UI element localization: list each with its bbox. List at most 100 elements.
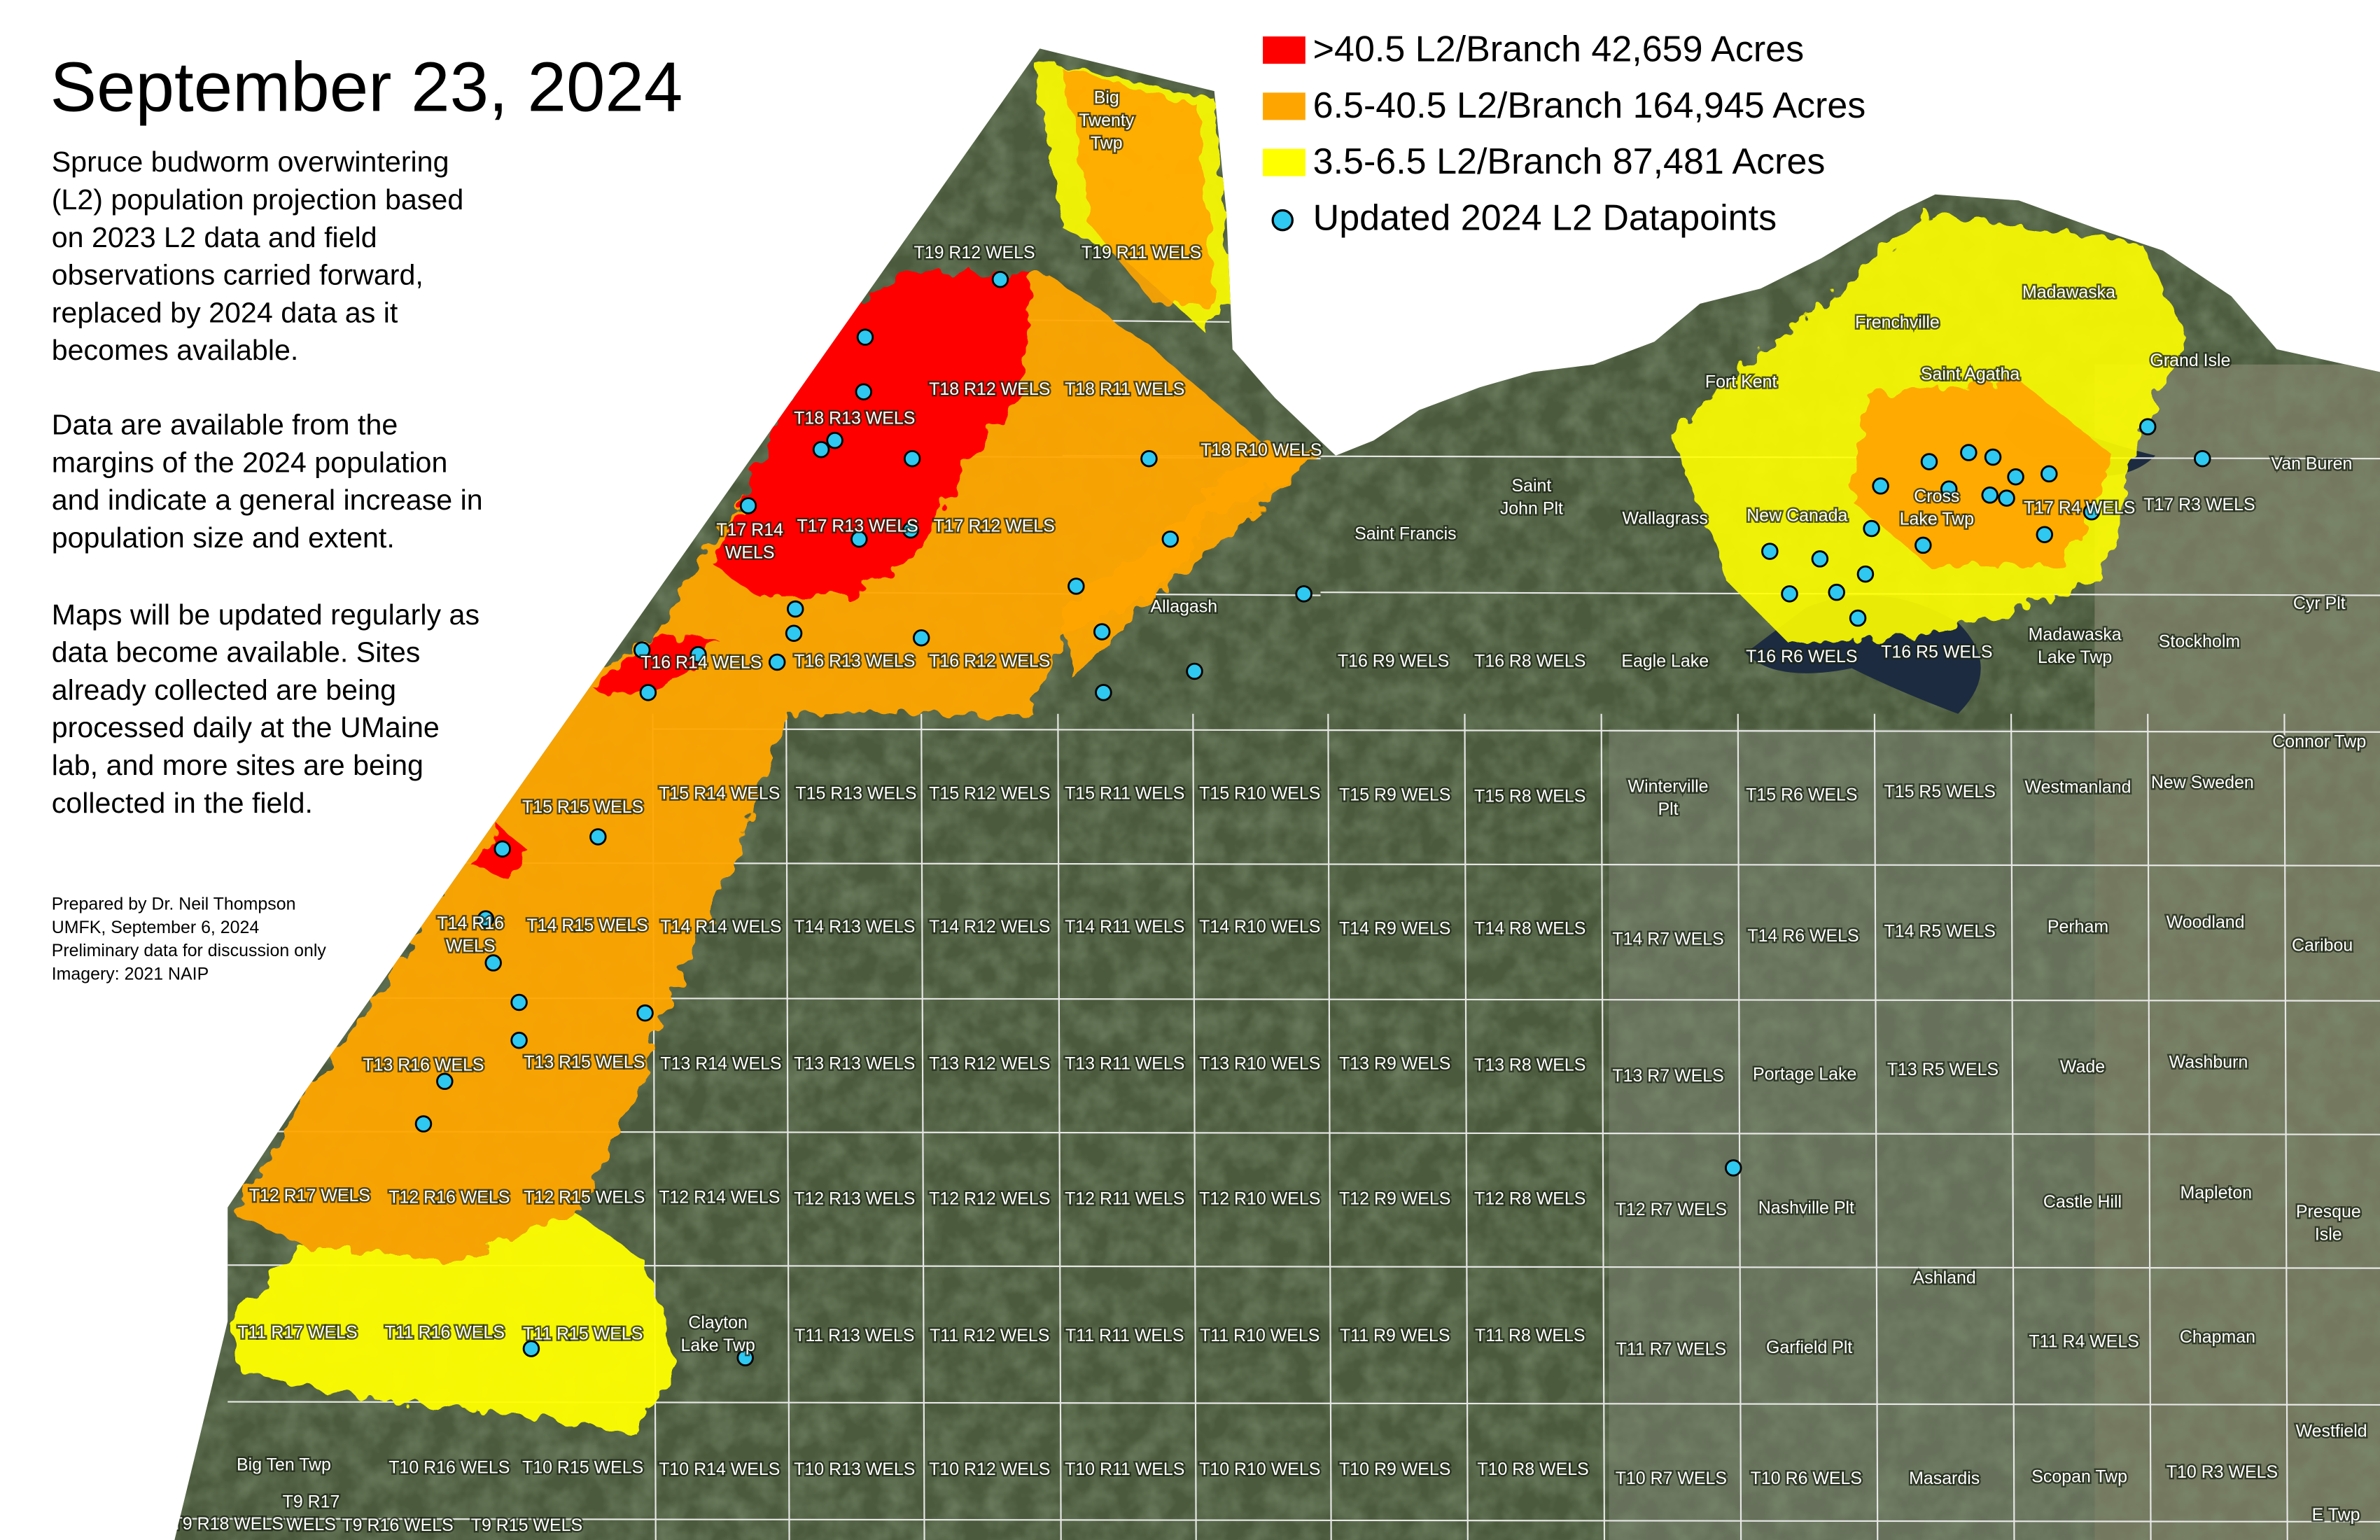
credits: Prepared by Dr. Neil Thompson UMFK, Septe…: [52, 895, 327, 984]
datapoint: [856, 328, 874, 346]
place-label: T10 R6 WELS: [1751, 1469, 1862, 1488]
place-label: T17 R14: [716, 520, 783, 540]
place-label: T11 R8 WELS: [1475, 1326, 1585, 1345]
place-label: T13 R12 WELS: [929, 1054, 1050, 1073]
datapoint: [484, 954, 502, 972]
place-label: T11 R7 WELS: [1616, 1339, 1726, 1359]
place-label: Castle Hill: [2043, 1192, 2122, 1212]
place-label: T12 R16 WELS: [388, 1187, 510, 1207]
credit-line: Imagery: 2021 NAIP: [52, 964, 209, 983]
grid-line: [182, 1518, 2380, 1523]
place-label: T9 R15 WELS: [471, 1516, 582, 1535]
grid-line: [1464, 713, 1469, 1540]
description-line: Data are available from the: [52, 409, 398, 441]
place-label: T10 R7 WELS: [1616, 1469, 1727, 1488]
place-label: T11 R12 WELS: [930, 1326, 1049, 1345]
place-label: T13 R13 WELS: [794, 1054, 915, 1073]
place-label: T11 R16 WELS: [385, 1323, 505, 1343]
description-line: lab, and more sites are being: [52, 749, 424, 781]
place-label: Stockholm: [2159, 631, 2240, 651]
place-label: T15 R10 WELS: [1199, 783, 1320, 803]
datapoint: [1998, 489, 2015, 507]
datapoints: [414, 270, 2211, 1366]
description-line: population size and extent.: [52, 522, 395, 554]
place-label: T11 R9 WELS: [1340, 1326, 1450, 1345]
legend-label: >40.5 L2/Branch 42,659 Acres: [1313, 29, 1804, 70]
place-label: T9 R17: [283, 1492, 340, 1511]
place-label: Big: [1094, 88, 1119, 108]
grid-line: [1600, 713, 1606, 1540]
township-labels: Big Twenty Twp T19 R12 WELS T19 R11 WELS Mada…: [174, 86, 2369, 1536]
datapoint: [786, 600, 804, 618]
datapoint: [1849, 609, 1867, 627]
place-label: Grand Isle: [2150, 351, 2230, 370]
place-label: Clayton: [688, 1312, 748, 1332]
place-label: WELS: [725, 542, 775, 562]
place-label: New Canada: [1746, 505, 1847, 525]
place-label: T14 R12 WELS: [929, 917, 1050, 937]
place-label: Perham: [2047, 917, 2108, 937]
place-label: T17 R3 WELS: [2143, 495, 2255, 514]
datapoint: [1095, 684, 1112, 701]
place-label: Lake Twp: [1900, 510, 1974, 529]
place-label: Twenty: [1079, 111, 1135, 130]
place-label: T12 R15 WELS: [524, 1187, 645, 1207]
datapoint: [636, 1004, 654, 1022]
place-label: T16 R5 WELS: [1881, 643, 1992, 662]
datapoint: [1725, 1159, 1742, 1177]
place-label: T10 R15 WELS: [522, 1458, 643, 1478]
place-label: Garfield Plt: [1766, 1338, 1852, 1357]
place-label: Lake Twp: [2038, 648, 2112, 667]
place-label: T10 R12 WELS: [929, 1460, 1050, 1479]
place-label: Washburn: [2169, 1052, 2248, 1072]
place-label: T19 R12 WELS: [913, 243, 1035, 262]
description-line: data become available. Sites: [52, 636, 421, 668]
credit-line: Prepared by Dr. Neil Thompson: [52, 895, 296, 914]
place-label: T16 R12 WELS: [929, 652, 1050, 671]
infestation-area: [1062, 68, 1214, 304]
place-label: T13 R16 WELS: [363, 1056, 484, 1075]
infestation-area: [1062, 448, 1321, 676]
place-label: Caribou: [2292, 935, 2353, 955]
grid-line: [1192, 713, 1197, 1540]
place-label: WELS: [446, 936, 496, 955]
place-label: T13 R11 WELS: [1065, 1054, 1184, 1073]
place-label: T10 R13 WELS: [794, 1460, 915, 1479]
credit-line: UMFK, September 6, 2024: [52, 918, 260, 937]
description: Spruce budworm overwintering (L2) populat…: [52, 146, 483, 819]
place-label: T12 R9 WELS: [1339, 1189, 1450, 1209]
datapoint: [2194, 449, 2211, 468]
place-label: T15 R5 WELS: [1884, 782, 1996, 802]
place-label: T15 R14 WELS: [659, 783, 780, 803]
place-label: T15 R11 WELS: [1065, 783, 1184, 803]
datapoint: [2138, 418, 2157, 435]
place-label: T14 R10 WELS: [1199, 917, 1320, 937]
place-label: WELS: [286, 1515, 336, 1534]
place-label: T12 R14 WELS: [659, 1187, 780, 1207]
datapoint: [639, 684, 657, 701]
datapoint: [1984, 448, 2002, 466]
place-label: T16 R13 WELS: [794, 652, 915, 671]
place-label: Cross: [1914, 486, 1959, 506]
legend-swatch: [1263, 92, 1306, 120]
place-label: T14 R16: [437, 913, 504, 933]
place-label: Isle: [2315, 1225, 2342, 1245]
legend-label: 3.5-6.5 L2/Branch 87,481 Acres: [1313, 141, 1826, 182]
place-label: T18 R12 WELS: [929, 379, 1050, 399]
place-label: Madawaska: [2022, 282, 2115, 302]
place-label: T13 R5 WELS: [1887, 1060, 1998, 1079]
place-label: T15 R13 WELS: [795, 783, 916, 803]
place-label: Mapleton: [2180, 1183, 2253, 1203]
place-label: T13 R14 WELS: [660, 1054, 781, 1073]
datapoint: [1140, 449, 1158, 468]
datapoint: [510, 1031, 528, 1049]
datapoint: [1761, 542, 1779, 560]
place-label: Big Ten Twp: [237, 1455, 331, 1474]
datapoint: [855, 383, 873, 401]
place-label: T14 R13 WELS: [794, 917, 915, 937]
place-label: T11 R17 WELS: [237, 1323, 357, 1343]
place-label: T16 R8 WELS: [1474, 652, 1586, 671]
place-label: T9 R16 WELS: [342, 1516, 453, 1535]
datapoint: [812, 440, 830, 458]
